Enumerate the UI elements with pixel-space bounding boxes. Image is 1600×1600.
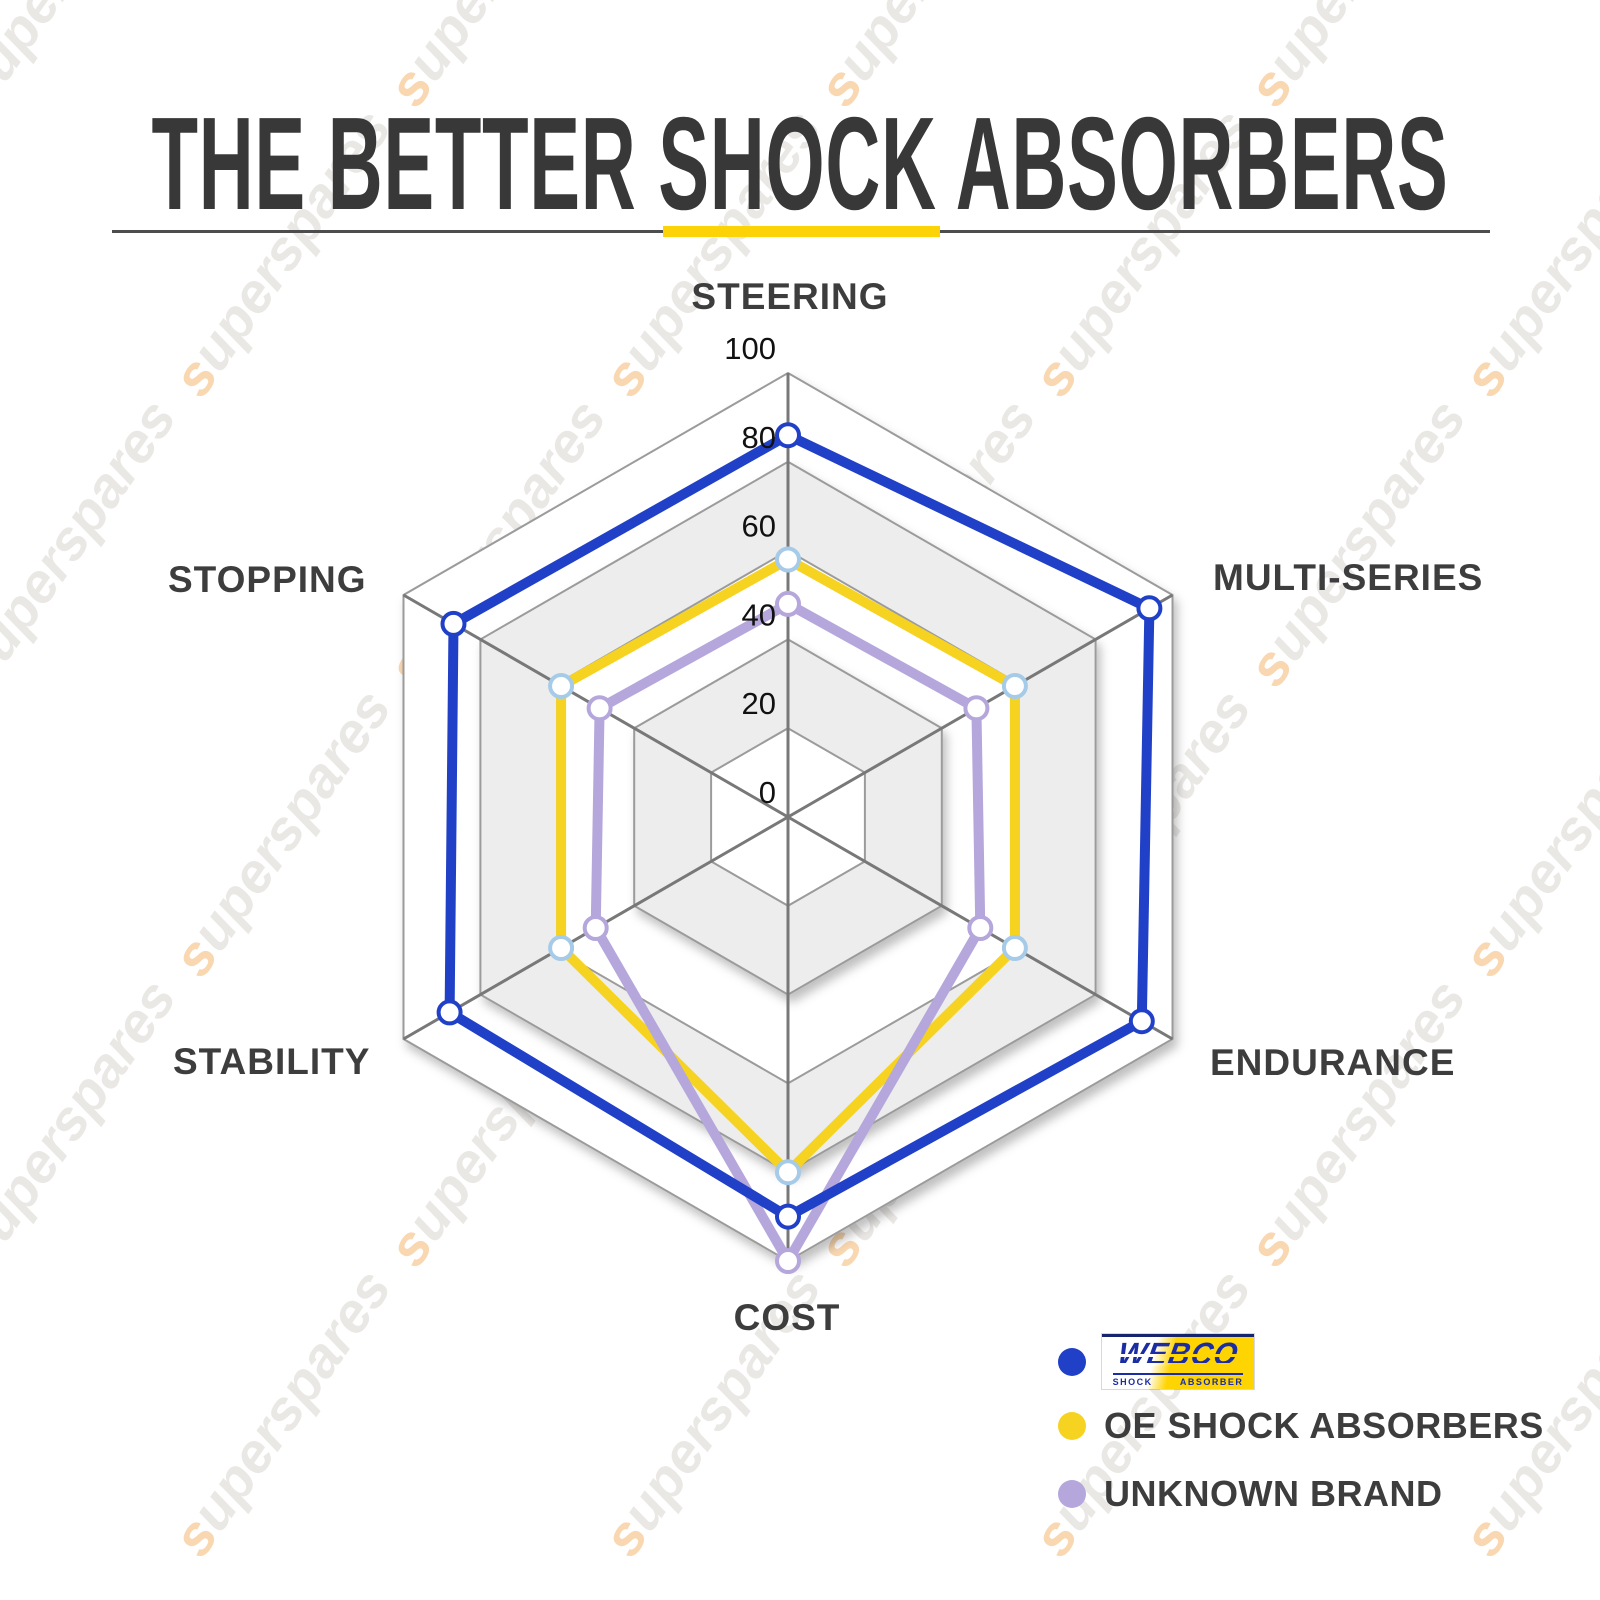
series-marker-1-0 — [775, 546, 801, 573]
legend-label-oe: OE SHOCK ABSORBERS — [1104, 1405, 1544, 1446]
legend-dot-oe — [1058, 1412, 1086, 1440]
series-marker-2-1 — [963, 695, 990, 722]
legend-dot-unknown — [1058, 1480, 1086, 1508]
series-marker-2-5 — [586, 695, 613, 722]
series-marker-2-0 — [775, 590, 801, 617]
series-marker-2-2 — [967, 915, 994, 941]
series-marker-1-1 — [1001, 673, 1028, 699]
axis-label-stopping: STOPPING — [168, 559, 367, 600]
legend-item-unknown: UNKNOWN BRAND — [1058, 1470, 1442, 1518]
webco-logo-subtext: SHOCK ABSORBER — [1112, 1372, 1244, 1387]
webco-logo: WEBCO SHOCK ABSORBER — [1102, 1334, 1254, 1389]
legend-label-unknown: UNKNOWN BRAND — [1104, 1473, 1443, 1514]
series-marker-1-2 — [1001, 935, 1028, 961]
series-marker-0-1 — [1136, 595, 1163, 622]
webco-logo-stripe — [1102, 1363, 1254, 1366]
axis-label-multi-series: MULTI-SERIES — [1213, 557, 1484, 598]
axis-label-endurance: ENDURANCE — [1210, 1042, 1456, 1083]
legend-dot-webco — [1058, 1347, 1086, 1376]
series-marker-0-3 — [775, 1203, 801, 1230]
legend-item-webco: WEBCO SHOCK ABSORBER — [1058, 1334, 1254, 1389]
axis-label-steering: STEERING — [691, 276, 889, 317]
axis-label-cost: COST — [733, 1297, 841, 1338]
series-marker-0-2 — [1128, 1008, 1155, 1035]
webco-logo-sub-right: ABSORBER — [1179, 1376, 1244, 1387]
radar-tick-labels: 0 20 40 60 80 100 — [724, 331, 776, 810]
tick-label-40: 40 — [742, 597, 776, 632]
series-marker-0-0 — [775, 422, 801, 449]
webco-logo-sub-left: SHOCK — [1112, 1376, 1153, 1387]
tick-label-0: 0 — [759, 775, 776, 810]
series-marker-0-5 — [440, 610, 467, 637]
axis-label-stability: STABILITY — [173, 1041, 371, 1082]
series-marker-2-3 — [775, 1248, 801, 1274]
legend-item-oe: OE SHOCK ABSORBERS — [1058, 1402, 1544, 1450]
series-marker-2-4 — [582, 915, 609, 941]
series-marker-0-4 — [436, 999, 463, 1026]
webco-logo-stripe — [1102, 1354, 1254, 1357]
page-title: THE BETTER SHOCK ABSORBERS — [151, 89, 1449, 237]
tick-label-100: 100 — [724, 331, 776, 366]
series-marker-1-3 — [775, 1159, 801, 1186]
title-divider-accent — [663, 226, 940, 237]
tick-label-60: 60 — [742, 509, 776, 544]
series-marker-1-4 — [548, 935, 575, 961]
series-marker-1-5 — [548, 673, 575, 699]
tick-label-20: 20 — [742, 686, 776, 721]
tick-label-80: 80 — [742, 420, 776, 455]
radar-series-markers — [436, 422, 1163, 1274]
